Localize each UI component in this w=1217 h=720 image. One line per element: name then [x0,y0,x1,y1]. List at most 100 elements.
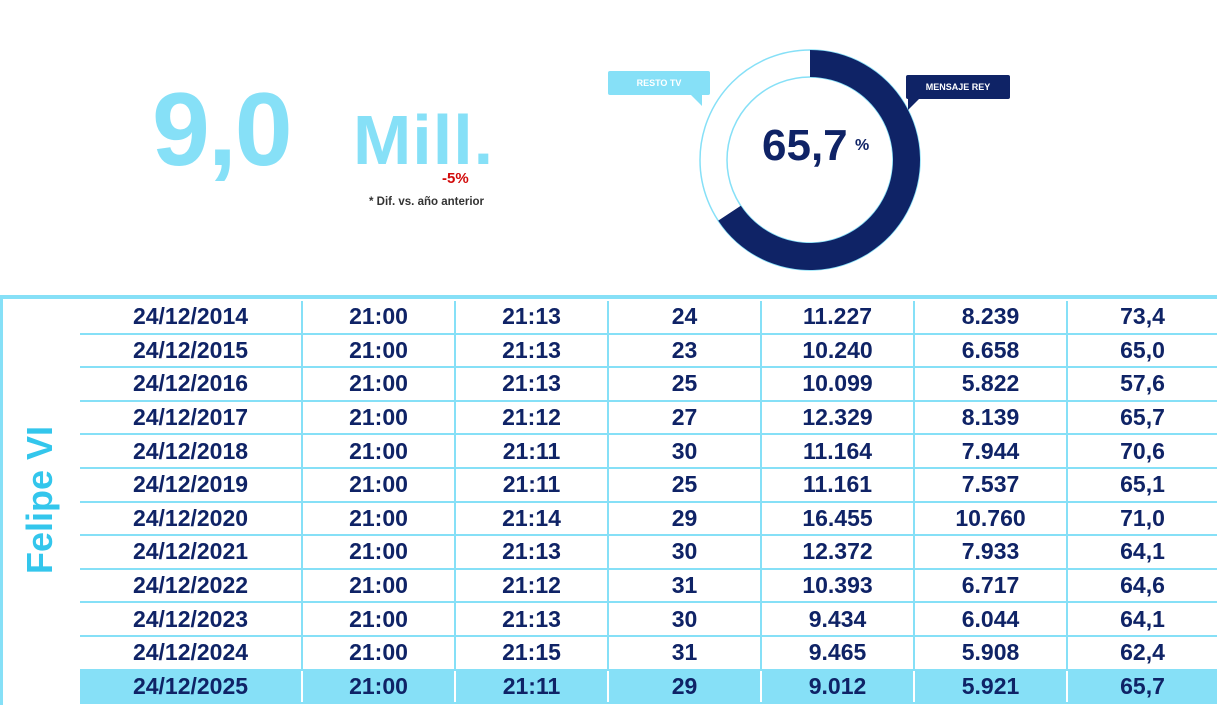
date-cell: 24/12/2015 [80,333,303,369]
date-cell: 24/12/2017 [80,400,303,436]
total-audience-cell: 9.465 [761,635,915,671]
total-audience-cell: 16.455 [761,501,915,537]
end-time-cell: 21:11 [455,669,609,705]
share-unit: % [855,137,870,154]
duration-cell: 30 [608,602,762,637]
share-cell: 65,0 [1067,333,1217,369]
total-audience-cell: 11.227 [761,301,915,335]
message-audience-cell: 8.139 [914,400,1068,436]
callout-mensaje-rey-pointer [908,98,920,110]
message-audience-cell: 6.044 [914,602,1068,637]
share-cell: 64,6 [1067,568,1217,604]
start-time-cell: 21:00 [302,301,456,335]
duration-cell: 31 [608,635,762,671]
audience-value: 9,0 [152,72,293,188]
end-time-cell: 21:14 [455,501,609,537]
end-time-cell: 21:12 [455,400,609,436]
share-cell: 65,7 [1067,400,1217,436]
end-time-cell: 21:11 [455,434,609,469]
date-cell: 24/12/2019 [80,467,303,503]
callout-resto-tv-pointer [690,94,702,106]
share-cell: 70,6 [1067,434,1217,469]
table-row: 24/12/2018 21:00 21:11 30 11.164 7.944 70,6 [80,434,1217,469]
table-row: 24/12/2025 21:00 21:11 29 9.012 5.921 65,7 [80,669,1217,705]
duration-cell: 25 [608,467,762,503]
table-row: 24/12/2023 21:00 21:13 30 9.434 6.044 64,1 [80,602,1217,637]
end-time-cell: 21:13 [455,602,609,637]
message-audience-cell: 5.921 [914,669,1068,705]
table-row: 24/12/2021 21:00 21:13 30 12.372 7.933 64,1 [80,535,1217,570]
table-row: 24/12/2016 21:00 21:13 25 10.099 5.822 57,6 [80,367,1217,402]
duration-cell: 25 [608,367,762,402]
end-time-cell: 21:13 [455,367,609,402]
share-donut-chart [699,49,921,271]
end-time-cell: 21:11 [455,467,609,503]
total-audience-cell: 9.434 [761,602,915,637]
start-time-cell: 21:00 [302,434,456,469]
duration-cell: 24 [608,301,762,335]
message-audience-cell: 7.537 [914,467,1068,503]
start-time-cell: 21:00 [302,367,456,402]
duration-cell: 23 [608,333,762,369]
share-cell: 65,1 [1067,467,1217,503]
year-diff-note: * Dif. vs. año anterior [369,196,485,208]
start-time-cell: 21:00 [302,467,456,503]
date-cell: 24/12/2025 [80,669,303,705]
share-cell: 57,6 [1067,367,1217,402]
start-time-cell: 21:00 [302,535,456,570]
duration-cell: 29 [608,501,762,537]
table-row: 24/12/2020 21:00 21:14 29 16.455 10.760 71,0 [80,501,1217,537]
table-row: 24/12/2014 21:00 21:13 24 11.227 8.239 73,4 [80,301,1217,335]
share-cell: 62,4 [1067,635,1217,671]
duration-cell: 27 [608,400,762,436]
duration-cell: 30 [608,434,762,469]
date-cell: 24/12/2014 [80,301,303,335]
message-audience-cell: 8.239 [914,301,1068,335]
message-audience-cell: 7.933 [914,535,1068,570]
date-cell: 24/12/2018 [80,434,303,469]
table-row: 24/12/2022 21:00 21:12 31 10.393 6.717 64,6 [80,568,1217,604]
share-cell: 73,4 [1067,301,1217,335]
end-time-cell: 21:13 [455,301,609,335]
start-time-cell: 21:00 [302,501,456,537]
start-time-cell: 21:00 [302,602,456,637]
callout-mensaje-rey: MENSAJE REY [906,75,1010,99]
table-row: 24/12/2017 21:00 21:12 27 12.329 8.139 65,7 [80,400,1217,436]
total-audience-cell: 11.164 [761,434,915,469]
message-audience-cell: 7.944 [914,434,1068,469]
start-time-cell: 21:00 [302,333,456,369]
total-audience-cell: 10.393 [761,568,915,604]
end-time-cell: 21:15 [455,635,609,671]
share-cell: 65,7 [1067,669,1217,705]
table-row: 24/12/2019 21:00 21:11 25 11.161 7.537 65,1 [80,467,1217,503]
audience-table: 24/12/2014 21:00 21:13 24 11.227 8.239 73,4 24/… [80,301,1217,705]
date-cell: 24/12/2023 [80,602,303,637]
duration-cell: 31 [608,568,762,604]
share-value: 65,7 [762,121,848,170]
message-audience-cell: 5.908 [914,635,1068,671]
end-time-cell: 21:13 [455,333,609,369]
start-time-cell: 21:00 [302,669,456,705]
callout-resto-tv: RESTO TV [608,71,710,95]
share-cell: 64,1 [1067,535,1217,570]
start-time-cell: 21:00 [302,568,456,604]
year-diff-percent: -5% [442,170,469,187]
duration-cell: 30 [608,535,762,570]
start-time-cell: 21:00 [302,400,456,436]
date-cell: 24/12/2021 [80,535,303,570]
total-audience-cell: 9.012 [761,669,915,705]
total-audience-cell: 10.240 [761,333,915,369]
end-time-cell: 21:13 [455,535,609,570]
date-cell: 24/12/2022 [80,568,303,604]
audience-table-body: 24/12/2014 21:00 21:13 24 11.227 8.239 73,4 24/… [80,301,1217,705]
total-audience-cell: 10.099 [761,367,915,402]
message-audience-cell: 5.822 [914,367,1068,402]
side-label: Felipe VI [19,425,60,575]
duration-cell: 29 [608,669,762,705]
start-time-cell: 21:00 [302,635,456,671]
table-row: 24/12/2024 21:00 21:15 31 9.465 5.908 62,4 [80,635,1217,671]
share-cell: 64,1 [1067,602,1217,637]
table-top-rule [0,295,1217,299]
message-audience-cell: 10.760 [914,501,1068,537]
date-cell: 24/12/2016 [80,367,303,402]
